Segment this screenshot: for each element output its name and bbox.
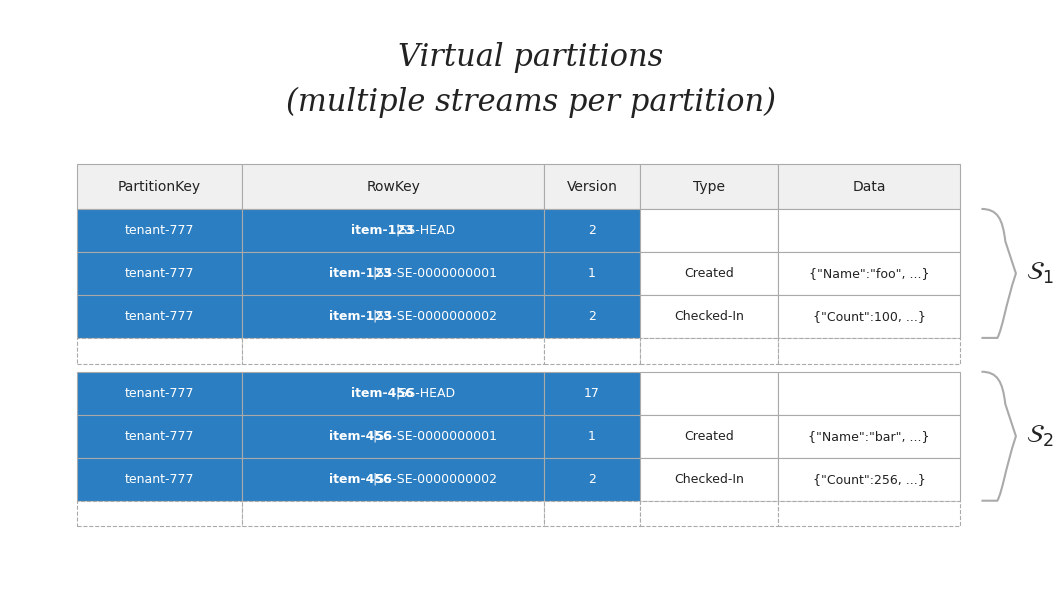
Text: (multiple streams per partition): (multiple streams per partition) [285, 87, 776, 118]
Text: tenant-777: tenant-777 [125, 224, 194, 237]
Bar [77, 252, 242, 295]
Text: $\mathcal{S}_2$: $\mathcal{S}_2$ [1026, 424, 1054, 449]
Bar [544, 295, 640, 338]
Bar [640, 164, 778, 209]
Bar [640, 415, 778, 458]
Bar [242, 338, 544, 364]
Bar [544, 501, 640, 527]
Bar [242, 415, 544, 458]
Text: |SS-SE-0000000001: |SS-SE-0000000001 [372, 430, 498, 443]
Bar [242, 209, 544, 252]
Text: $\mathcal{S}_1$: $\mathcal{S}_1$ [1026, 261, 1054, 286]
Bar [77, 372, 242, 415]
Text: Checked-In: Checked-In [674, 473, 744, 486]
Text: {"Name":"bar", ...}: {"Name":"bar", ...} [808, 430, 929, 443]
Text: Version: Version [567, 180, 618, 193]
Text: item-123|SS-HEAD: item-123|SS-HEAD [335, 224, 451, 237]
Bar [544, 252, 640, 295]
Bar [778, 252, 960, 295]
Text: PartitionKey: PartitionKey [118, 180, 202, 193]
Bar [640, 209, 778, 252]
Text: item-123: item-123 [351, 224, 414, 237]
Text: 1: 1 [588, 267, 596, 280]
Bar [242, 252, 544, 295]
Bar [77, 209, 242, 252]
Bar [778, 338, 960, 364]
Bar [544, 209, 640, 252]
Bar [640, 372, 778, 415]
Text: {"Name":"foo", ...}: {"Name":"foo", ...} [808, 267, 929, 280]
Text: |SS-HEAD: |SS-HEAD [395, 387, 455, 400]
Text: tenant-777: tenant-777 [125, 387, 194, 400]
Text: item-123|SS-HEAD: item-123|SS-HEAD [335, 224, 451, 237]
Text: 2: 2 [588, 310, 596, 323]
Text: Data: Data [852, 180, 886, 193]
Bar [778, 501, 960, 527]
Bar [77, 295, 242, 338]
Text: item-456: item-456 [351, 387, 414, 400]
Text: item-456|SS-SE-0000000002: item-456|SS-SE-0000000002 [302, 473, 484, 486]
Bar [77, 458, 242, 501]
Bar [778, 295, 960, 338]
Text: 2: 2 [588, 473, 596, 486]
Text: item-123|SS-SE-0000000001: item-123|SS-SE-0000000001 [302, 267, 484, 280]
Bar [778, 209, 960, 252]
Bar [544, 458, 640, 501]
Bar [640, 295, 778, 338]
Bar [77, 338, 242, 364]
Bar [778, 415, 960, 458]
Text: item-456|SS-SE-0000000001: item-456|SS-SE-0000000001 [302, 430, 484, 443]
Text: item-456: item-456 [329, 430, 392, 443]
Bar [242, 372, 544, 415]
Text: item-456|SS-SE-0000000002: item-456|SS-SE-0000000002 [302, 473, 484, 486]
Text: item-456|SS-SE-0000000001: item-456|SS-SE-0000000001 [302, 430, 484, 443]
Bar [242, 164, 544, 209]
Bar [778, 458, 960, 501]
Bar [544, 338, 640, 364]
Bar [242, 458, 544, 501]
Bar [640, 252, 778, 295]
Text: Created: Created [684, 430, 733, 443]
Text: Checked-In: Checked-In [674, 310, 744, 323]
Bar [544, 372, 640, 415]
Text: 1: 1 [588, 430, 596, 443]
Text: |SS-SE-0000000002: |SS-SE-0000000002 [372, 310, 498, 323]
Bar [544, 164, 640, 209]
Text: |SS-SE-0000000002: |SS-SE-0000000002 [372, 473, 498, 486]
Text: 17: 17 [585, 387, 599, 400]
Text: {"Count":100, ...}: {"Count":100, ...} [813, 310, 925, 323]
Text: |SS-SE-0000000001: |SS-SE-0000000001 [372, 267, 498, 280]
Bar [544, 415, 640, 458]
Text: tenant-777: tenant-777 [125, 267, 194, 280]
Text: |SS-HEAD: |SS-HEAD [395, 224, 455, 237]
Text: item-123|SS-SE-0000000002: item-123|SS-SE-0000000002 [302, 310, 484, 323]
Text: RowKey: RowKey [366, 180, 420, 193]
Bar [778, 164, 960, 209]
Bar [242, 295, 544, 338]
Text: 2: 2 [588, 224, 596, 237]
Text: item-123: item-123 [329, 267, 392, 280]
Text: item-123: item-123 [329, 310, 392, 323]
Bar [242, 501, 544, 527]
Text: Created: Created [684, 267, 733, 280]
Text: item-456|SS-HEAD: item-456|SS-HEAD [335, 387, 451, 400]
Text: {"Count":256, ...}: {"Count":256, ...} [813, 473, 925, 486]
Bar [640, 338, 778, 364]
Text: item-456|SS-HEAD: item-456|SS-HEAD [335, 387, 451, 400]
Text: tenant-777: tenant-777 [125, 473, 194, 486]
Bar [640, 458, 778, 501]
Text: Type: Type [693, 180, 725, 193]
Text: tenant-777: tenant-777 [125, 430, 194, 443]
Text: item-123|SS-SE-0000000002: item-123|SS-SE-0000000002 [302, 310, 484, 323]
Bar [77, 164, 242, 209]
Bar [77, 501, 242, 527]
Bar [77, 415, 242, 458]
Text: Virtual partitions: Virtual partitions [398, 42, 663, 73]
Text: tenant-777: tenant-777 [125, 310, 194, 323]
Text: item-123|SS-SE-0000000001: item-123|SS-SE-0000000001 [302, 267, 484, 280]
Bar [640, 501, 778, 527]
Bar [778, 372, 960, 415]
Text: item-456: item-456 [329, 473, 392, 486]
